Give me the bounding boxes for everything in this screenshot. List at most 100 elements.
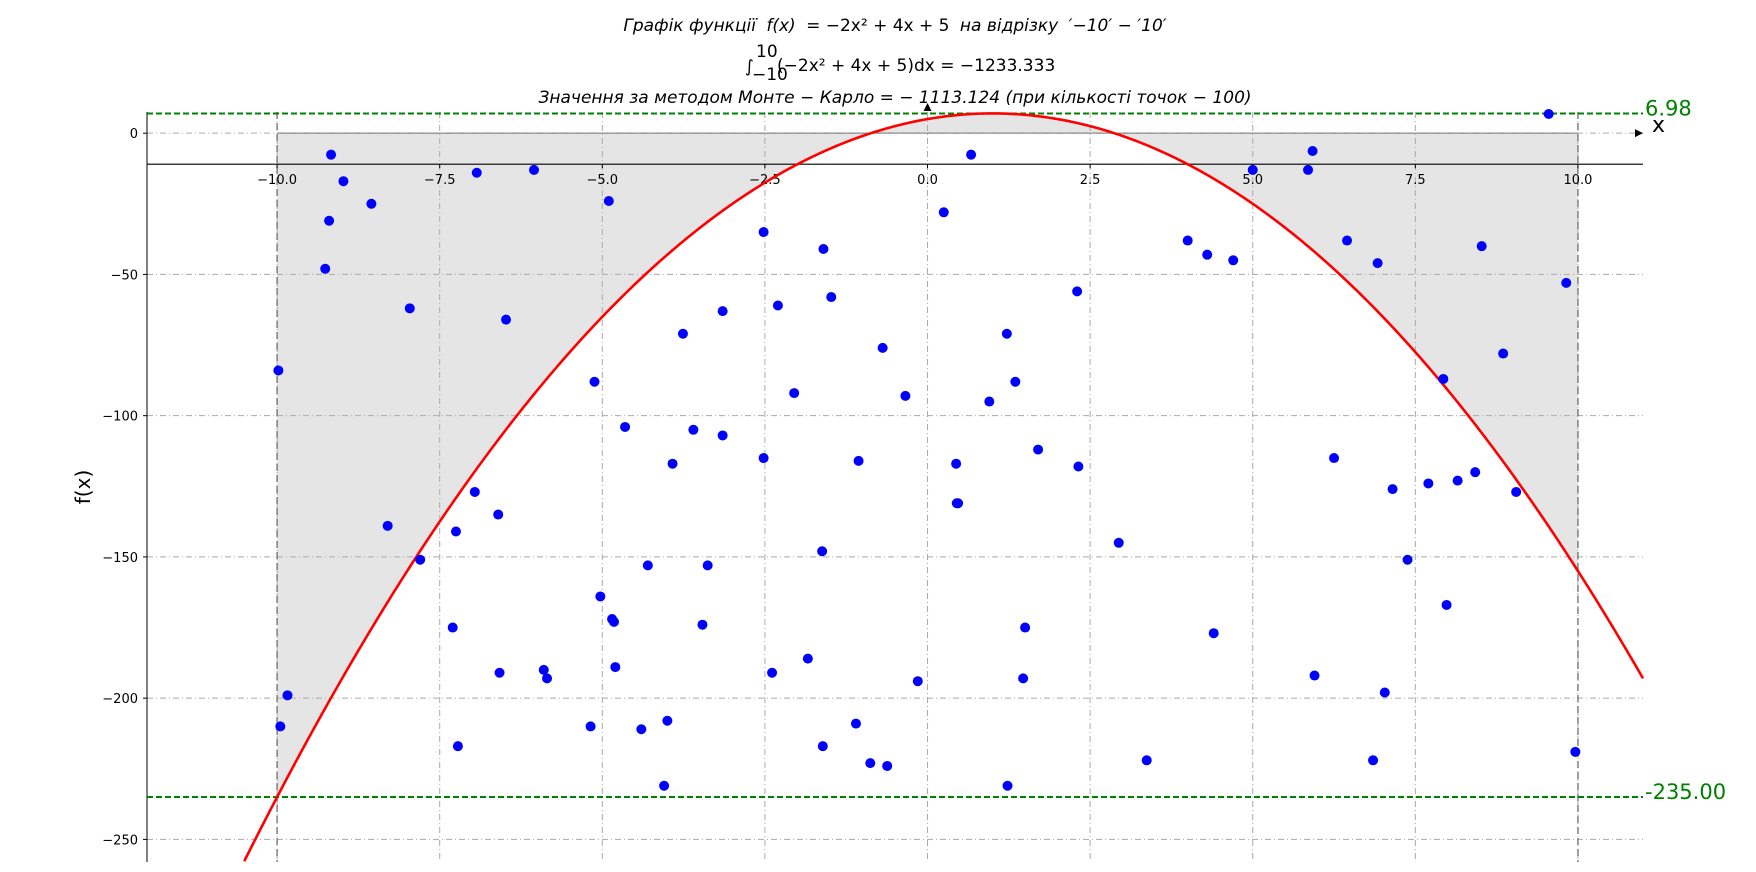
scatter-point-33	[662, 715, 673, 726]
scatter-point-98	[1561, 277, 1572, 288]
scatter-point-80	[1307, 145, 1318, 156]
scatter-point-23	[589, 376, 600, 387]
scatter-point-39	[717, 430, 728, 441]
scatter-point-72	[1113, 537, 1124, 548]
chart-title: Графік функції f(x) = −2x² + 4x + 5 на в…	[538, 16, 1251, 108]
scatter-point-0	[273, 365, 284, 376]
scatter-point-93	[1470, 467, 1481, 478]
y-tick-label-3: −150	[102, 551, 138, 566]
x-tick-label-7: 7.5	[1405, 173, 1426, 188]
scatter-point-2	[282, 690, 293, 701]
scatter-point-40	[717, 306, 728, 317]
scatter-point-17	[494, 667, 505, 678]
scatter-point-77	[1228, 255, 1239, 266]
scatter-point-47	[817, 546, 828, 557]
scatter-point-62	[966, 149, 977, 160]
scatter-point-25	[603, 195, 614, 206]
scatter-point-31	[642, 560, 653, 571]
scatter-point-76	[1208, 628, 1219, 639]
x-tick-label-2: −5.0	[587, 173, 619, 188]
title-line-2-lower: −10	[752, 65, 788, 85]
scatter-point-32	[659, 780, 670, 791]
scatter-point-49	[818, 244, 829, 255]
scatter-point-56	[900, 390, 911, 401]
scatter-point-54	[877, 342, 888, 353]
scatter-point-64	[1001, 328, 1012, 339]
scatter-point-52	[853, 455, 864, 466]
scatter-point-21	[542, 673, 553, 684]
scatter-point-50	[826, 292, 837, 303]
title-line-2-upper: 10	[756, 42, 778, 62]
title-line-1-mid: на відрізку	[960, 16, 1059, 36]
scatter-point-7	[366, 198, 377, 209]
scatter-point-43	[767, 667, 778, 678]
scatter-point-68	[1020, 622, 1031, 633]
title-line-1-fx: f(x)	[766, 16, 795, 36]
title-line-1: Графік функції f(x) = −2x² + 4x + 5 на в…	[623, 16, 1166, 36]
x-tick-label-5: 2.5	[1080, 173, 1101, 188]
scatter-point-46	[802, 653, 813, 664]
scatter-point-36	[688, 424, 699, 435]
scatter-point-13	[452, 741, 463, 752]
title-line-2-body: (−2x² + 4x + 5)dx = −1233.333	[777, 56, 1055, 76]
scatter-point-3	[320, 263, 331, 274]
scatter-point-81	[1309, 670, 1320, 681]
scatter-point-29	[620, 421, 631, 432]
scatter-point-86	[1379, 687, 1390, 698]
scatter-point-28	[610, 662, 621, 673]
scatter-point-35	[677, 328, 688, 339]
scatter-point-14	[469, 486, 480, 497]
title-line-1-pre: Графік функції	[623, 16, 758, 36]
y-tick-label-0: 0	[130, 127, 138, 142]
x-tick-label-1: −7.5	[424, 173, 456, 188]
title-line-2-integral: ∫	[745, 57, 754, 77]
scatter-point-97	[1543, 108, 1554, 119]
scatter-point-71	[1073, 461, 1084, 472]
scatter-point-90	[1438, 373, 1449, 384]
scatter-point-65	[1002, 780, 1013, 791]
scatter-point-61	[953, 498, 964, 509]
y-tick-label-5: −250	[102, 833, 138, 848]
scatter-point-82	[1329, 453, 1340, 464]
scatter-point-70	[1072, 286, 1083, 297]
plot-area: −10.0 −7.5 −5.0 −2.5 0.0 2.5 5.0 7.5 10.00−50−10…	[71, 96, 1726, 862]
title-line-1-range: ′−10′ − ′10′	[1069, 16, 1167, 36]
scatter-point-95	[1498, 348, 1509, 359]
scatter-point-84	[1368, 755, 1379, 766]
scatter-point-41	[758, 227, 769, 238]
y-axis-arrow	[923, 103, 932, 111]
scatter-point-53	[865, 758, 876, 769]
scatter-point-45	[789, 388, 800, 399]
scatter-point-37	[697, 619, 708, 630]
scatter-point-22	[585, 721, 596, 732]
scatter-point-51	[850, 718, 861, 729]
scatter-point-4	[324, 215, 335, 226]
scatter-point-89	[1423, 478, 1434, 489]
y-tick-label-1: −50	[111, 268, 138, 283]
reference-line-label-1: -235.00	[1645, 780, 1726, 804]
scatter-point-87	[1387, 484, 1398, 495]
scatter-point-99	[1570, 746, 1581, 757]
scatter-point-16	[493, 509, 504, 520]
scatter-point-30	[636, 724, 647, 735]
scatter-point-15	[471, 167, 482, 178]
scatter-point-12	[450, 526, 461, 537]
title-line-1-eq: = −2x² + 4x + 5	[806, 16, 949, 36]
title-line-3: Значення за методом Монте − Карло = − 11…	[538, 88, 1251, 108]
scatter-point-66	[1010, 376, 1021, 387]
y-axis-label: f(x)	[71, 470, 95, 504]
scatter-point-9	[404, 303, 415, 314]
y-tick-label-2: −100	[102, 410, 138, 425]
y-tick-label-4: −200	[102, 692, 138, 707]
x-tick-label-8: 10.0	[1563, 173, 1592, 188]
scatter-point-42	[758, 453, 769, 464]
scatter-point-67	[1018, 673, 1029, 684]
x-tick-label-4: 0.0	[917, 173, 938, 188]
scatter-point-20	[538, 664, 549, 675]
scatter-point-38	[702, 560, 713, 571]
scatter-point-48	[817, 741, 828, 752]
scatter-point-10	[415, 554, 426, 565]
scatter-point-44	[772, 300, 783, 311]
scatter-point-24	[595, 591, 606, 602]
